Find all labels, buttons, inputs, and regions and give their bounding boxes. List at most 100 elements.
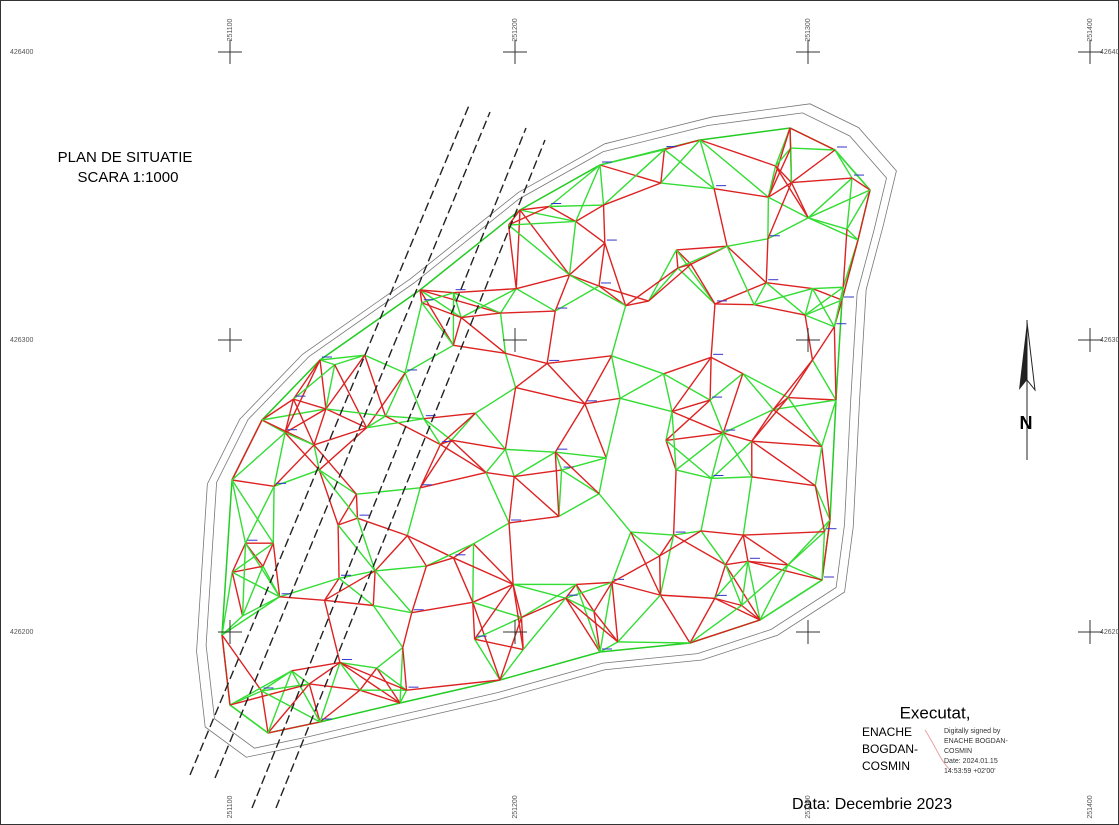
network-edge — [791, 149, 836, 184]
network-edge — [519, 209, 576, 223]
network-edge — [648, 263, 692, 302]
network-edge — [549, 204, 604, 208]
network-edge — [599, 641, 619, 653]
network-edge — [790, 182, 809, 219]
easting-label: 251400 — [1087, 795, 1094, 818]
network-edge — [814, 485, 831, 521]
network-edge — [423, 418, 441, 445]
network-edge — [561, 457, 607, 471]
network-edge — [313, 427, 367, 446]
network-edge — [617, 641, 691, 644]
network-edge — [812, 286, 844, 290]
network-edge — [231, 572, 244, 617]
network — [196, 103, 897, 758]
network-edge — [334, 364, 368, 429]
network-edge — [821, 446, 831, 521]
plan-date: Data: Decembrie 2023 — [792, 796, 952, 813]
network-edge — [292, 359, 321, 400]
network-edge — [690, 263, 716, 305]
network-edge — [384, 372, 406, 417]
network-edge — [508, 205, 550, 226]
network-edge — [313, 408, 327, 446]
network-edge — [273, 432, 286, 487]
network-edge — [318, 469, 358, 519]
network-edge — [221, 634, 231, 706]
network-edge — [774, 165, 809, 219]
network-edge — [742, 476, 753, 536]
network-edge — [421, 292, 454, 304]
network-edge — [499, 617, 523, 681]
network-edge — [767, 147, 792, 198]
network-edge — [611, 355, 664, 375]
network-edge — [472, 602, 476, 640]
network-edge — [339, 661, 401, 704]
network-edge — [751, 440, 822, 448]
network-edge — [811, 326, 835, 361]
network-edge — [554, 452, 560, 517]
network-edge — [337, 493, 358, 526]
network-edge — [406, 487, 421, 536]
network-edge — [593, 611, 601, 653]
network-edge — [453, 557, 514, 586]
network-edge — [419, 289, 501, 314]
network-edge — [284, 432, 320, 471]
network-edge — [334, 354, 365, 366]
network-edge — [575, 164, 601, 222]
network-edge — [451, 439, 506, 451]
network-edge — [610, 305, 627, 357]
network-edge — [787, 531, 825, 566]
network-edge — [338, 577, 374, 607]
network-edge — [773, 399, 837, 411]
network-edge — [753, 304, 806, 316]
network-edge — [851, 177, 871, 191]
network-edge — [660, 149, 666, 184]
network-edge — [385, 415, 424, 420]
dashed-line — [189, 102, 471, 776]
network-edge — [561, 469, 600, 495]
network-edge — [821, 519, 831, 581]
network-edge — [660, 594, 715, 600]
network-edge — [576, 581, 613, 586]
network-edge — [473, 522, 510, 545]
network-edge — [699, 139, 769, 198]
network-edge — [232, 565, 264, 573]
network-edge — [261, 690, 321, 723]
network-edge — [772, 359, 814, 410]
network-edge — [647, 249, 677, 302]
network-edge — [611, 582, 619, 642]
network-edge — [742, 373, 774, 410]
network-edge — [485, 471, 515, 478]
network-edge — [554, 403, 586, 453]
network-edge — [319, 689, 361, 723]
network-edge — [713, 188, 728, 247]
digital-signature: Date: 2024.01.15 — [944, 758, 998, 765]
digital-signature: COSMIN — [944, 748, 972, 755]
network-edge — [751, 476, 816, 487]
network-edge — [318, 427, 368, 471]
network-edge — [406, 535, 428, 567]
network-edge — [504, 387, 517, 450]
network-edge — [767, 165, 777, 198]
network-edge — [740, 561, 749, 606]
network-edge — [605, 398, 621, 459]
network-edge — [546, 362, 586, 405]
network-edge — [519, 209, 571, 276]
network-edge — [714, 597, 742, 607]
network-edge — [673, 534, 726, 566]
network-edge — [474, 412, 506, 450]
network-edge — [440, 439, 452, 446]
network-edge — [241, 566, 264, 617]
network-edge — [450, 439, 487, 474]
network-edge — [284, 432, 315, 446]
network-edge — [284, 408, 327, 434]
network-edge — [440, 443, 487, 474]
network-edge — [804, 314, 814, 361]
network-edge — [619, 373, 664, 399]
network-edge — [723, 432, 752, 442]
network-edge — [241, 543, 247, 616]
network-edge — [759, 579, 823, 621]
easting-label: 251100 — [227, 18, 234, 41]
network-edge — [807, 177, 853, 219]
network-edge — [419, 289, 454, 346]
